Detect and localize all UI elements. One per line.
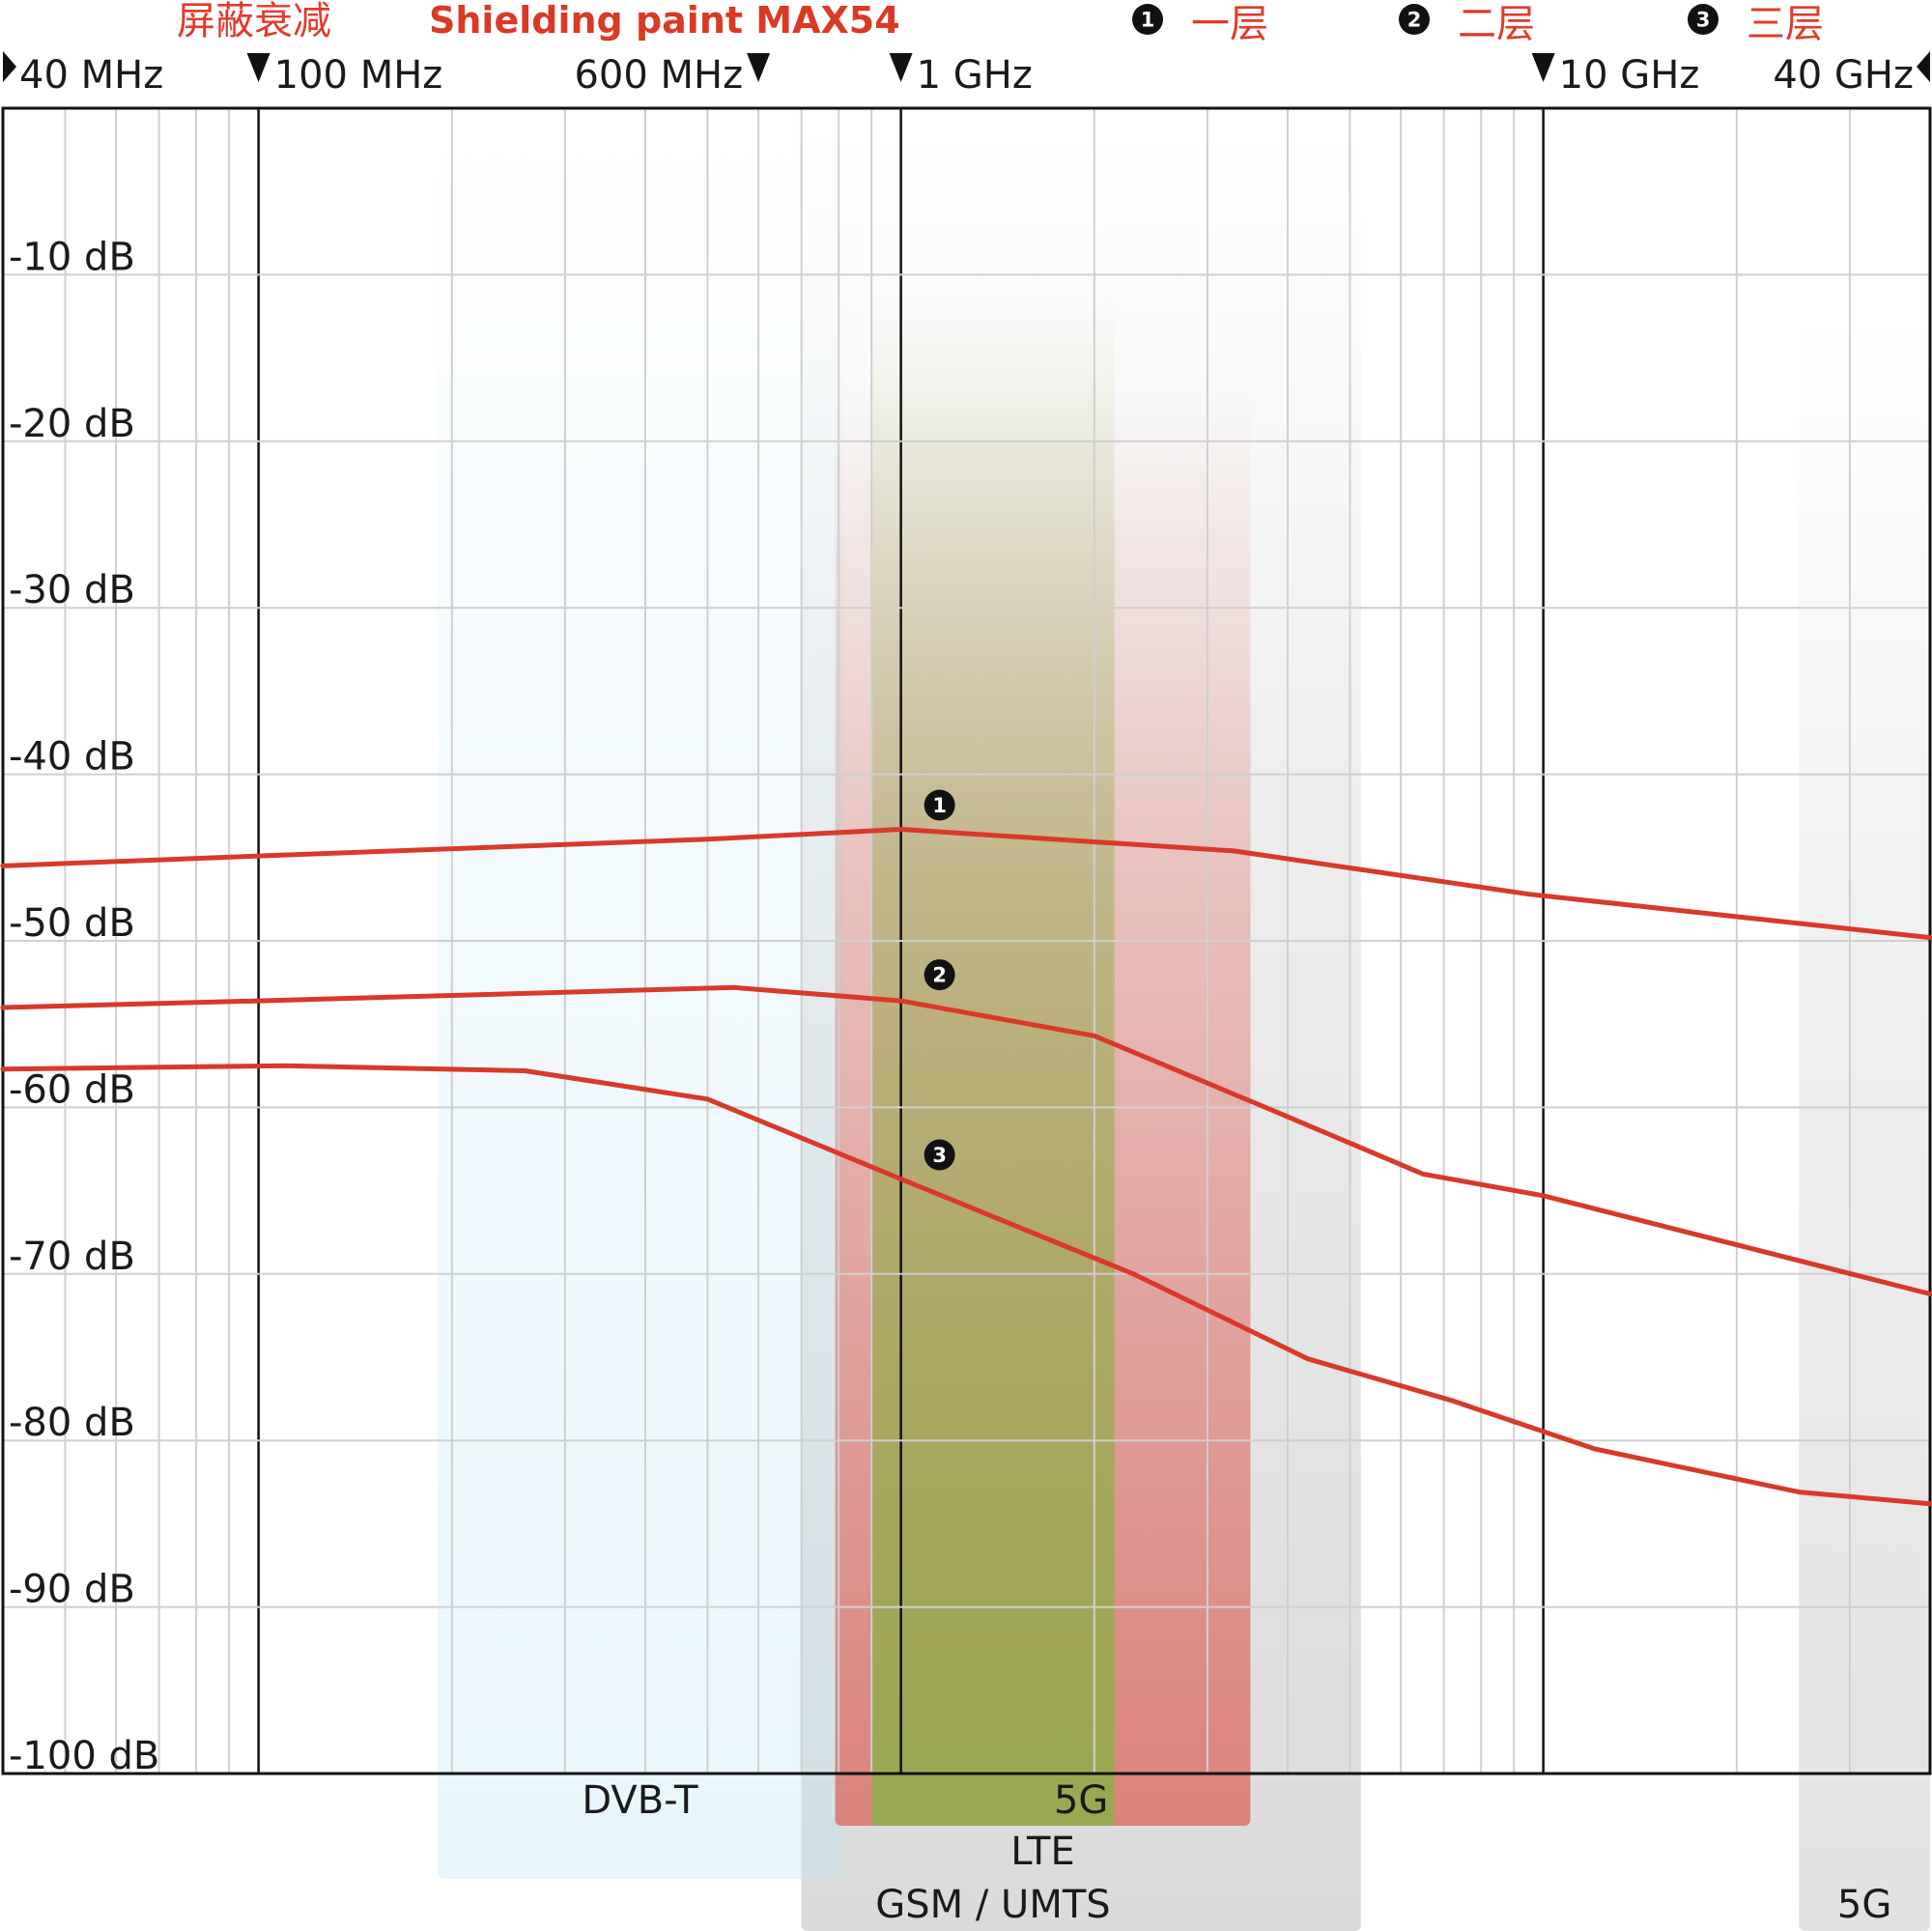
y-tick-label: -40 dB (9, 735, 135, 780)
legend-label: 二层 (1458, 2, 1535, 46)
y-tick-label: -50 dB (9, 901, 135, 946)
y-tick-label: -10 dB (9, 235, 135, 279)
plot-border (1, 106, 1932, 1775)
down-arrow-icon (1531, 53, 1555, 82)
band-dvb-t (438, 116, 842, 1879)
chart-subtitle: 屏蔽衰减 (177, 0, 331, 43)
number-badge-circle (1688, 4, 1719, 35)
right-arrow-icon (3, 51, 16, 82)
top-tick-label: 40 MHz (19, 53, 163, 98)
band-label: 5G (1837, 1883, 1891, 1927)
frequency-bands (438, 116, 1930, 1931)
left-arrow-icon (1917, 51, 1930, 82)
band-label: DVB-T (582, 1778, 698, 1823)
series-number-marker: 3 (923, 1139, 955, 1171)
labels: 5G DVB-T LTE GSM / UMTS 5G 1 2 3 -10 dB -20 dB -30… (3, 0, 1930, 1927)
series-lines (0, 827, 1932, 1507)
legend-number-icon: 3 (1688, 4, 1719, 35)
band-5g (1799, 319, 1930, 1931)
top-tick-label: 1 GHz (917, 53, 1033, 98)
series-number-marker: 1 (923, 789, 955, 821)
series-line-1 (0, 827, 1932, 941)
band-label: GSM / UMTS (875, 1883, 1110, 1927)
band-label: 5G (1054, 1778, 1108, 1823)
number-badge-text: 3 (932, 1144, 947, 1167)
y-tick-label: -60 dB (9, 1067, 135, 1112)
number-badge-text: 2 (1407, 9, 1422, 32)
number-badge-circle (923, 1139, 955, 1171)
y-tick-label: -100 dB (9, 1734, 159, 1778)
series-line-2 (0, 984, 1932, 1296)
band-label: LTE (1010, 1830, 1074, 1874)
band-gsm-umts (871, 290, 1115, 1826)
number-badge-text: 1 (1141, 9, 1155, 32)
chart-title: Shielding paint MAX54 (429, 0, 900, 42)
series-line-3 (0, 1063, 1932, 1507)
legend-label: 三层 (1747, 2, 1824, 46)
y-tick-label: -30 dB (9, 568, 135, 612)
number-badge-circle (1399, 4, 1430, 35)
number-badge-text: 1 (932, 794, 947, 817)
top-tick-label: 100 MHz (274, 53, 443, 98)
y-tick-label: -20 dB (9, 402, 135, 446)
number-badge-text: 2 (932, 964, 947, 987)
series-number-marker: 2 (923, 959, 955, 991)
y-tick-label: -80 dB (9, 1401, 135, 1445)
legend-label: 一层 (1191, 2, 1268, 46)
legend-number-icon: 2 (1399, 4, 1430, 35)
plot-frame (1, 106, 1932, 1775)
down-arrow-icon (246, 53, 270, 82)
down-arrow-icon (747, 53, 771, 82)
number-badge-circle (923, 789, 955, 821)
y-tick-label: -70 dB (9, 1235, 135, 1279)
grid (3, 108, 1930, 1774)
top-tick-label: 10 GHz (1559, 53, 1700, 98)
number-badge-circle (1132, 4, 1163, 35)
legend-number-icon: 1 (1132, 4, 1163, 35)
down-arrow-icon (889, 53, 913, 82)
number-badge-circle (923, 959, 955, 991)
y-tick-label: -90 dB (9, 1568, 135, 1612)
top-tick-label: 40 GHz (1773, 53, 1914, 98)
top-tick-label: 600 MHz (574, 53, 743, 98)
number-badge-text: 3 (1696, 9, 1711, 32)
